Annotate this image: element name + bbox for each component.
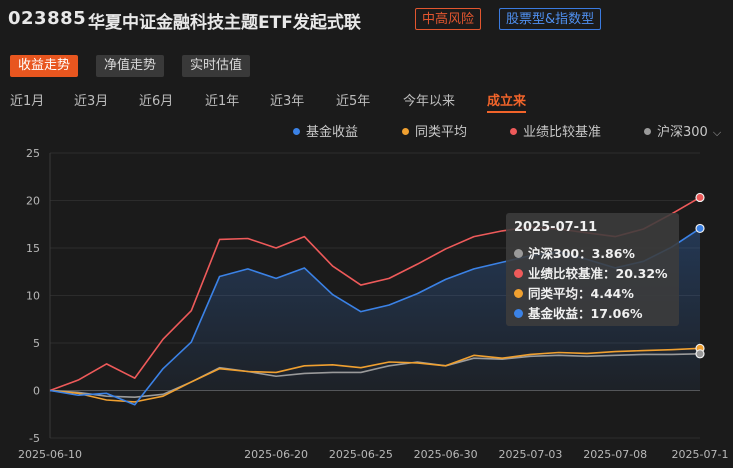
legend-label: 同类平均	[415, 125, 468, 140]
y-tick-label: 25	[26, 147, 40, 160]
x-tick-label: 2025-06-20	[244, 448, 308, 461]
tooltip-row-benchmark: 业绩比较基准：20.32%	[514, 263, 668, 282]
y-tick-label: -5	[29, 432, 40, 445]
legend-benchmark[interactable]: 业绩比较基准	[510, 121, 601, 140]
x-tick-label: 2025-07-1	[672, 448, 729, 461]
fund-return-end-point	[695, 223, 705, 234]
legend-label: 业绩比较基准	[523, 125, 602, 140]
x-tick-label: 2025-07-03	[498, 448, 562, 461]
tooltip-row-category-average: 同类平均：4.44%	[514, 283, 634, 302]
x-tick-label: 2025-06-10	[18, 448, 82, 461]
benchmark-end-point	[695, 192, 705, 203]
fund-name: 华夏中证金融科技主题ETF发起式联	[88, 13, 361, 33]
risk-level-badge: 中高风险	[415, 8, 482, 30]
tooltip-row-fund-return: 基金收益：17.06%	[514, 303, 643, 322]
period-6-months[interactable]: 近6月	[139, 94, 174, 109]
active-period-underline	[487, 111, 527, 113]
legend-csi300[interactable]: 沪深300 ⌵	[644, 121, 721, 140]
tab-nav-trend[interactable]: 净值走势	[96, 55, 165, 77]
y-tick-label: 10	[26, 290, 40, 303]
y-tick-label: 0	[33, 385, 40, 398]
period-1-year[interactable]: 近1年	[205, 94, 240, 109]
legend-dot	[402, 128, 409, 135]
legend-category-average[interactable]: 同类平均	[402, 121, 467, 140]
legend-dot	[293, 128, 300, 135]
legend-dot	[510, 128, 517, 135]
fund-code: 023885	[8, 8, 87, 29]
y-tick-label: 5	[33, 337, 40, 350]
tooltip-row-csi300: 沪深300：3.86%	[514, 243, 635, 262]
x-tick-label: 2025-06-30	[414, 448, 478, 461]
period-1-month[interactable]: 近1月	[10, 94, 45, 109]
fund-type-badge: 股票型&指数型	[499, 8, 602, 30]
category-average-line	[49, 347, 701, 403]
csi300-end-point	[695, 349, 705, 359]
tooltip-dot	[514, 249, 523, 258]
y-tick-label: 15	[26, 242, 40, 255]
period-3-months[interactable]: 近3月	[74, 94, 109, 109]
period-3-years[interactable]: 近3年	[270, 94, 305, 109]
chevron-down-icon[interactable]: ⌵	[712, 126, 722, 139]
legend-dot	[644, 128, 651, 135]
x-tick-label: 2025-07-08	[583, 448, 647, 461]
chart-tooltip: 2025-07-11 沪深300：3.86% 业绩比较基准：20.32% 同类平…	[506, 213, 679, 326]
tooltip-text: 同类平均：4.44%	[528, 286, 634, 301]
fund-header: 023885 华夏中证金融科技主题ETF发起式联 中高风险 股票型&指数型	[0, 0, 733, 42]
tooltip-dot	[514, 289, 523, 298]
tooltip-text: 基金收益：17.06%	[528, 306, 643, 321]
period-5-years[interactable]: 近5年	[336, 94, 371, 109]
csi300-line	[49, 353, 701, 398]
y-tick-label: 20	[26, 195, 40, 208]
legend-label: 基金收益	[306, 125, 359, 140]
tooltip-text: 沪深300：3.86%	[528, 246, 635, 261]
tab-return-trend[interactable]: 收益走势	[10, 55, 79, 77]
tooltip-dot	[514, 269, 523, 278]
x-tick-label: 2025-06-25	[329, 448, 393, 461]
legend-label: 沪深300	[657, 125, 708, 140]
tooltip-dot	[514, 309, 523, 318]
period-since-inception-label: 成立来	[487, 94, 527, 109]
legend-fund-return[interactable]: 基金收益	[293, 121, 358, 140]
tooltip-text: 业绩比较基准：20.32%	[528, 266, 668, 281]
period-since-inception[interactable]: 成立来	[487, 90, 527, 113]
tooltip-date: 2025-07-11	[514, 220, 598, 235]
period-ytd[interactable]: 今年以来	[403, 94, 456, 109]
tab-realtime-estimate[interactable]: 实时估值	[182, 55, 251, 77]
